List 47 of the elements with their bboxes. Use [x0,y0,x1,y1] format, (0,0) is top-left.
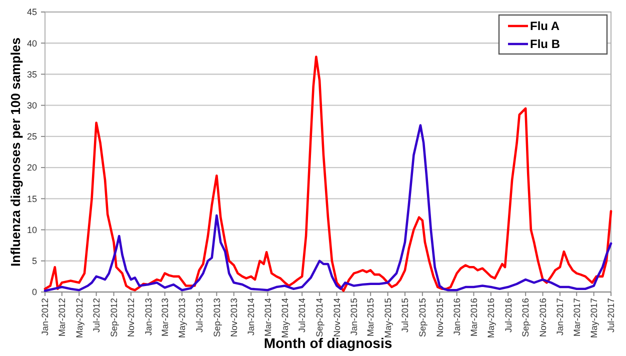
x-tick-label: Jan-2012 [40,298,50,336]
x-tick-label: Jan-2015 [349,298,360,336]
x-tick-label: Jan-2016 [452,298,462,336]
x-tick-label: Mar-2015 [366,298,376,337]
x-tick-label: May-2014 [280,298,290,338]
x-tick-label: Jul-2014 [297,298,308,333]
y-tick-label: 45 [26,7,37,18]
y-tick-label: 35 [26,69,37,80]
legend-label: Flu A [530,19,560,34]
x-tick-label: Nov-2015 [434,298,445,338]
x-tick-label: Sep-2013 [212,298,222,338]
y-tick-label: 10 [26,224,37,235]
x-tick-label: Sep-2016 [520,298,531,338]
y-tick-label: 40 [26,38,37,48]
y-axis-title: Influenza diagnoses per 100 samples [8,37,23,267]
x-tick-label: May-2016 [486,298,496,338]
x-tick-label: Mar-2017 [572,298,582,337]
x-tick-label: Jul-2016 [503,298,514,333]
y-tick-label: 25 [26,132,37,142]
x-tick-label: Jan-2014 [246,298,256,336]
x-tick-label: Jan-2017 [555,298,566,336]
x-tick-label: May-2015 [382,298,393,338]
x-tick-label: Nov-2012 [126,298,136,338]
x-tick-label: Sep-2014 [314,298,325,338]
x-tick-label: Nov-2014 [332,298,342,338]
x-tick-label: Mar-2016 [468,298,479,337]
x-tick-label: Sep-2012 [108,298,119,338]
y-tick-label: 30 [26,100,37,110]
x-tick-label: Nov-2013 [229,298,240,338]
x-tick-label: Jul-2012 [91,298,102,333]
x-tick-label: Mar-2014 [262,298,273,337]
x-tick-label: Mar-2012 [57,298,68,337]
x-tick-label: Jul-2013 [194,298,204,333]
x-tick-label: Jul-2015 [400,298,410,333]
y-tick-label: 0 [32,287,37,298]
legend-label: Flu B [530,37,560,52]
x-tick-label: Nov-2016 [538,298,548,338]
x-tick-label: Jan-2013 [143,298,154,336]
y-tick-label: 15 [26,194,37,204]
x-tick-label: Mar-2013 [160,298,170,337]
x-tick-label: Jul-2017 [606,298,616,333]
y-tick-label: 20 [26,162,37,173]
x-tick-label: May-2013 [177,298,188,338]
x-tick-label: May-2017 [588,298,599,338]
y-tick-label: 5 [32,256,37,266]
x-tick-label: Sep-2015 [418,298,428,338]
x-tick-label: May-2012 [74,298,84,338]
